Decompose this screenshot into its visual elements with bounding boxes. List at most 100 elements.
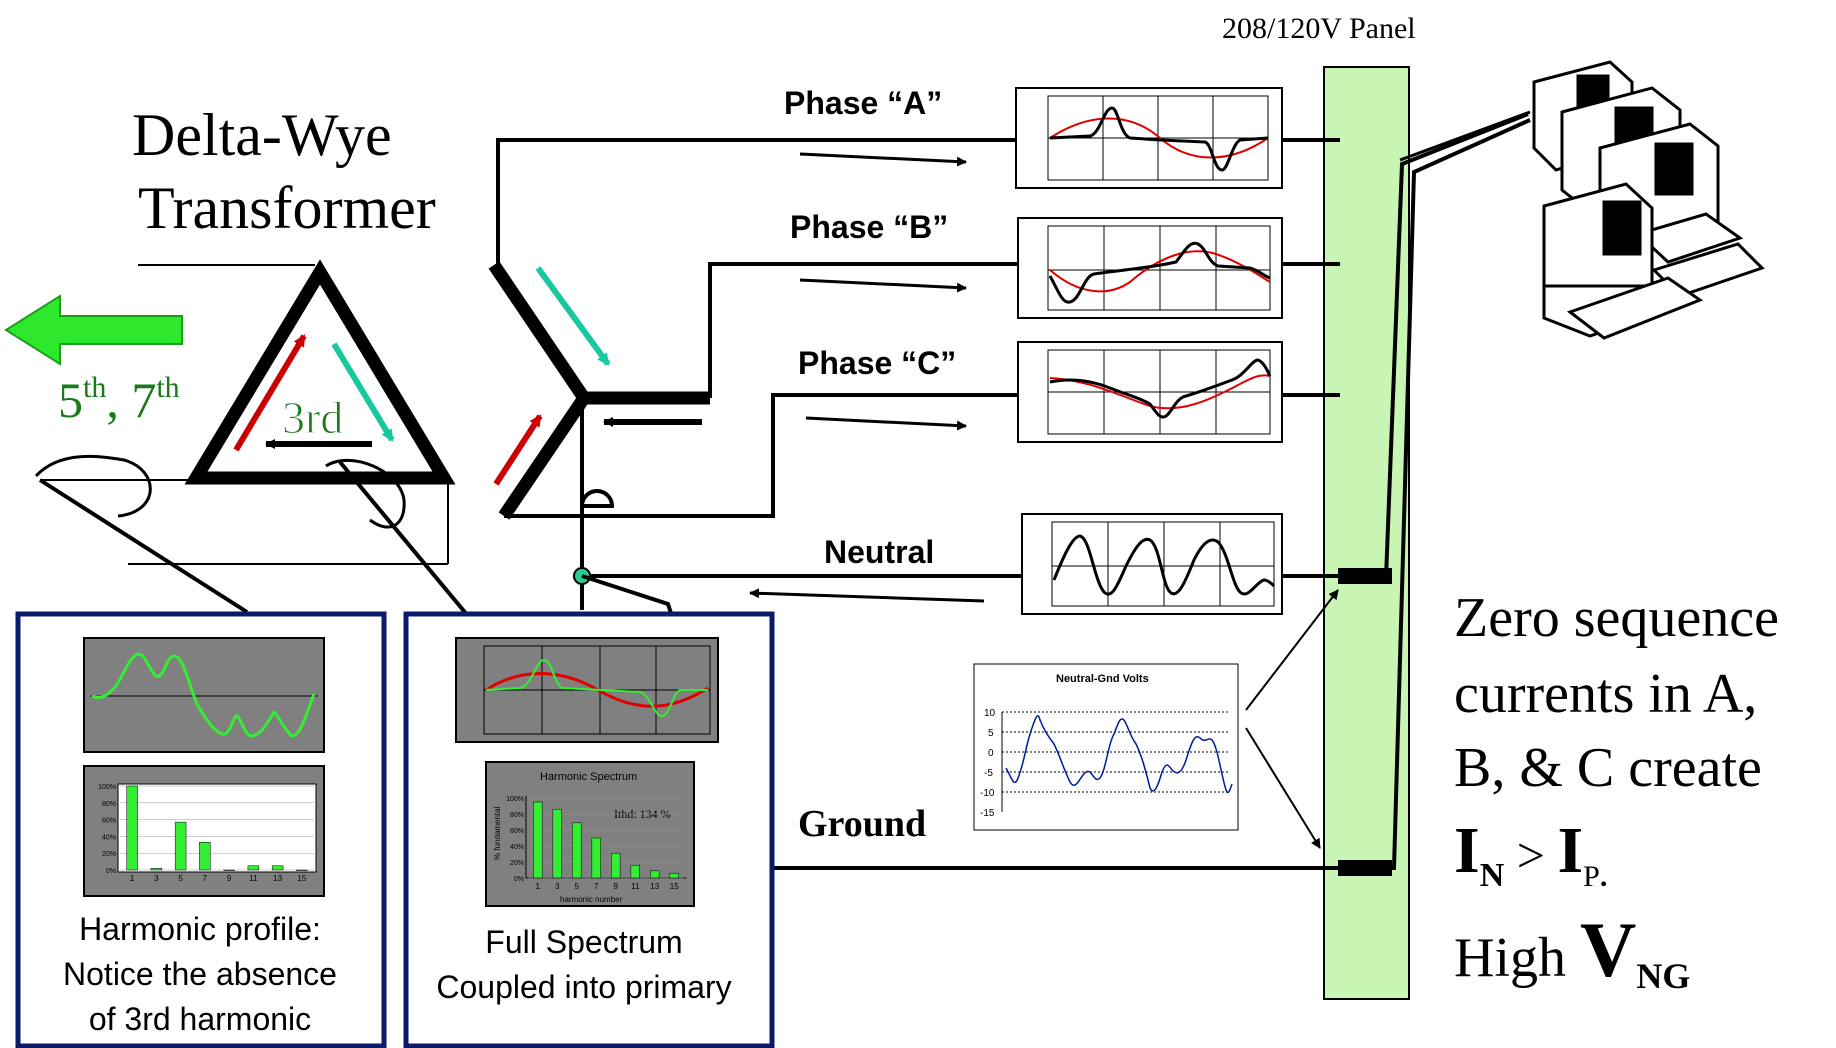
ng-volts-chart: Neutral-Gnd Volts 10 5 0 -5 -10 -15 [973,663,1239,831]
secondary-spectrum-bar-11 [247,865,260,871]
primary-spectrum-ylabel: % fundamental [493,806,502,860]
secondary-spectrum-x-tick-3: 3 [154,874,159,883]
neutral-label: Neutral [824,534,934,570]
secondary-spectrum-x-tick-1: 1 [130,874,135,883]
wye-arm-top [488,261,590,402]
wye-teal-arrow [535,266,611,366]
harmonic-profile-caption-line3: of 3rd harmonic [89,1001,311,1037]
phase-c-conductor [504,393,1018,518]
delta-3rd-label: 3rd [282,392,343,443]
delta-teal-arrow [331,342,395,442]
phase-c-plot [1017,341,1283,443]
secondary-spectrum-y-tick-0: 100% [98,784,116,791]
panel-label: 208/120V Panel [1222,12,1416,45]
ng-y-tick-5: 5 [988,728,994,739]
secondary-spectrum-bar-3 [150,868,163,871]
primary-spectrum-bar-5 [572,822,582,879]
primary-spectrum-x-tick-13: 13 [650,882,659,891]
ng-arrow-up [1245,589,1339,711]
in-gt-ip: IN > IP. [1454,814,1607,894]
secondary-spectrum-x-tick-11: 11 [249,874,258,883]
secondary-spectrum-y-tick-3: 40% [102,834,116,841]
primary-spectrum-x-tick-7: 7 [594,882,599,891]
primary-spectrum-x-tick-1: 1 [536,882,541,891]
harmonics-label: 5th, 7th [58,371,180,428]
ng-y-tick-0: 0 [988,748,994,759]
primary-spectrum-y-tick-5: 0% [514,876,524,883]
secondary-spectrum-x-tick-5: 5 [178,874,183,883]
primary-spectrum-bar-13 [650,870,660,879]
harmonic-profile-caption-line1: Harmonic profile: [79,911,321,947]
secondary-spectrum-bar-7 [199,842,211,871]
green-harmonics-arrow [4,294,183,366]
neutral-plot [1021,513,1283,615]
secondary-spectrum-bar-15 [296,869,308,871]
phase-a-arrow [799,152,967,167]
ground-bus-terminal [1338,860,1392,876]
zero-seq-line3: B, & C create [1454,737,1762,799]
ng-y-tick-m15: -15 [980,808,995,819]
transformer-title-line1: Delta-Wye [132,102,392,168]
primary-spectrum-bar-3 [552,808,562,879]
neutral-arrow [749,588,985,603]
full-spectrum-caption-line1: Full Spectrum [485,924,682,960]
ng-y-tick-m10: -10 [980,788,995,799]
ground-label: Ground [798,803,926,845]
primary-winding-loop-left [34,454,152,518]
wye-red-arrow [493,414,543,486]
primary-spectrum-y-tick-1: 80% [510,812,524,819]
secondary-spectrum-x-tick-13: 13 [273,874,282,883]
leader-mid-1 [338,460,490,642]
primary-waveform-plot [455,637,719,743]
neutral-vertical [580,398,615,610]
harmonic-profile-caption-line2: Notice the absence [63,956,337,992]
secondary-spectrum-x-tick-15: 15 [297,874,306,883]
primary-spectrum-x-tick-5: 5 [575,882,580,891]
secondary-spectrum-x-tick-7: 7 [203,874,208,883]
delta-triangle [184,259,456,485]
secondary-spectrum-y-tick-4: 20% [102,851,116,858]
computer-cable-2 [1386,118,1531,870]
primary-spectrum-y-tick-2: 60% [510,828,524,835]
computer-cluster-icon [1532,60,1765,340]
phase-b-arrow [799,278,967,293]
phase-a-plot [1015,87,1283,189]
primary-spectrum-bar-15 [669,872,679,879]
secondary-spectrum-x-tick-9: 9 [227,874,232,883]
secondary-spectrum-bar-13 [271,865,284,871]
primary-spectrum-bar-11 [630,864,640,879]
primary-spectrum-bar-9 [611,852,621,879]
transformer-title-line2: Transformer [138,175,436,241]
computer-cable-3 [1399,110,1531,162]
primary-spectrum-chart: Harmonic Spectrum Ithd: 134 % % fundamen… [485,761,695,907]
primary-spectrum-bar-1 [533,801,543,879]
phase-b-plot [1017,217,1283,319]
wye-arm-bottom [498,394,590,520]
zero-seq-line1: Zero sequence [1454,587,1779,649]
ng-y-tick-m5: -5 [984,768,993,779]
phase-c-arrow [805,416,967,431]
primary-spectrum-y-tick-4: 20% [510,860,524,867]
neutral-bus-terminal [1338,568,1392,584]
secondary-spectrum-y-tick-2: 60% [102,818,116,825]
phase-c-label: Phase “C” [798,345,956,381]
ng-arrow-down [1245,727,1321,849]
primary-spectrum-title: Harmonic Spectrum [540,771,637,783]
phase-a-label: Phase “A” [784,85,942,121]
primary-spectrum-bar-7 [591,837,601,879]
secondary-spectrum-y-tick-1: 80% [102,801,116,808]
high-vng: High VNG [1454,906,1690,996]
secondary-spectrum-y-tick-5: 0% [106,868,116,875]
secondary-spectrum-bar-1 [126,785,138,871]
phase-b-label: Phase “B” [790,209,948,245]
primary-spectrum-xlabel: harmonic number [560,895,623,904]
primary-spectrum-y-tick-3: 40% [510,844,524,851]
primary-winding-loop-mid [325,458,406,529]
phase-a-conductor [496,138,1015,265]
secondary-spectrum-bars [120,785,314,871]
zero-seq-line2: currents in A, [1454,663,1757,725]
full-spectrum-caption-line2: Coupled into primary [436,969,731,1005]
